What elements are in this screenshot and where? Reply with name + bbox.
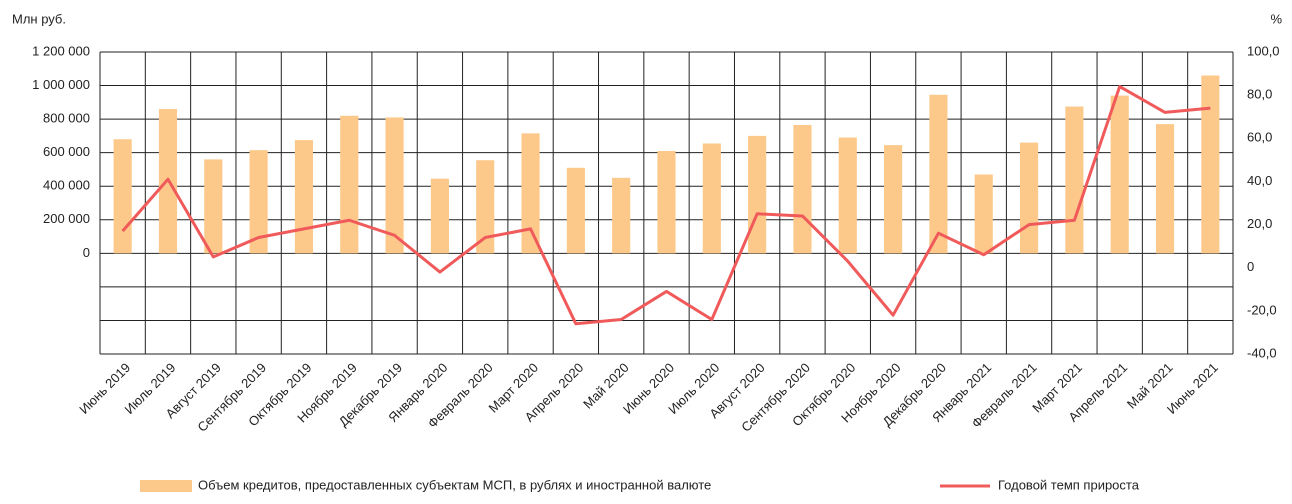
bar — [612, 177, 631, 254]
y-tick-label: 800 000 — [43, 111, 90, 126]
bar — [884, 145, 903, 254]
legend-label: Годовой темп прироста — [998, 477, 1140, 492]
y2-tick-label: 100,0 — [1247, 43, 1280, 58]
y-tick-label: 0 — [83, 245, 90, 260]
y-tick-label: 200 000 — [43, 211, 90, 226]
y2-tick-label: 60,0 — [1247, 130, 1272, 145]
y2-tick-label: 20,0 — [1247, 216, 1272, 231]
bar — [204, 159, 223, 254]
bar — [974, 174, 993, 254]
bar — [1019, 142, 1039, 254]
bar — [340, 115, 359, 254]
y2-axis-title: % — [1270, 11, 1282, 26]
bar — [113, 139, 132, 254]
bar — [476, 160, 495, 254]
y-tick-label: 1 200 000 — [32, 43, 90, 58]
y-tick-label: 600 000 — [43, 144, 90, 159]
bar — [294, 140, 314, 254]
bar — [1155, 124, 1175, 254]
y2-tick-label: 0 — [1247, 259, 1254, 274]
bar — [249, 150, 268, 254]
y2-tick-label: 40,0 — [1247, 173, 1272, 188]
bar — [430, 178, 449, 254]
bar — [385, 117, 404, 254]
y-tick-label: 400 000 — [43, 178, 90, 193]
y2-tick-label: -40,0 — [1247, 345, 1277, 360]
bar — [748, 135, 767, 254]
bar — [793, 124, 812, 254]
bar — [929, 94, 948, 254]
bar — [1110, 95, 1129, 254]
bar — [1065, 106, 1084, 254]
bar — [838, 137, 857, 254]
bar — [566, 167, 585, 254]
legend-swatch — [140, 480, 192, 492]
bar — [657, 150, 676, 254]
line — [121, 85, 1211, 326]
y-tick-label: 1 000 000 — [32, 77, 90, 92]
y2-tick-label: 80,0 — [1247, 87, 1272, 102]
y-axis-title: Млн руб. — [12, 11, 66, 26]
legend-label: Объем кредитов, предоставленных субъекта… — [198, 477, 711, 492]
bar — [1201, 75, 1220, 254]
bar — [521, 133, 540, 254]
y2-tick-label: -20,0 — [1247, 302, 1277, 317]
bar — [702, 143, 721, 254]
